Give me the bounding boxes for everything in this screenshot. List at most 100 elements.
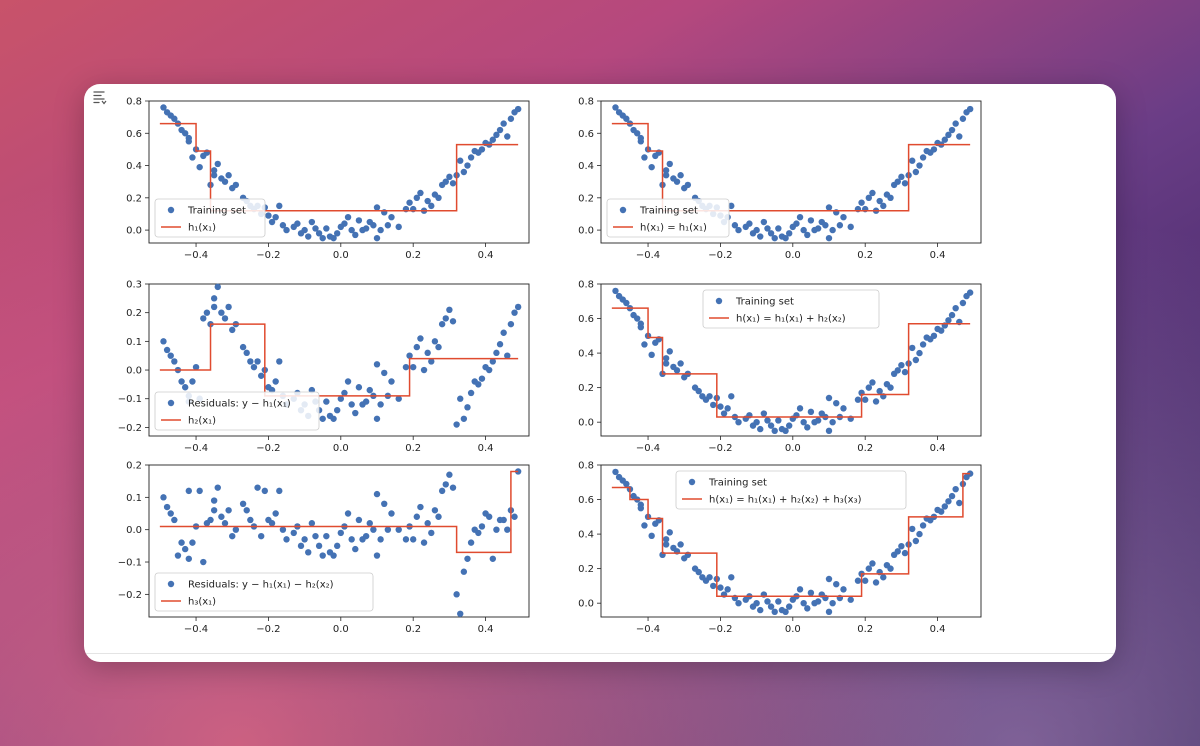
- x-tick-label: −0.2: [708, 624, 732, 635]
- data-point: [210, 167, 218, 174]
- data-point: [937, 327, 945, 334]
- legend: Training set h(x₁) = h₁(x₁) + h₂(x₂) + h₃…: [675, 470, 907, 510]
- data-point: [504, 352, 511, 359]
- y-tick-label: 0.0: [126, 226, 142, 237]
- data-point: [724, 586, 731, 593]
- data-point: [319, 552, 326, 559]
- data-point: [496, 341, 504, 348]
- y-tick-label: 0.2: [126, 308, 142, 319]
- prediction-step-line: [611, 122, 971, 212]
- data-point: [706, 574, 713, 581]
- legend-label: Training set: [639, 206, 698, 217]
- data-point: [366, 520, 373, 527]
- data-point: [268, 218, 276, 226]
- x-tick-label: −0.4: [184, 624, 208, 635]
- data-point: [861, 577, 869, 584]
- data-point: [210, 295, 218, 302]
- data-point: [912, 537, 920, 545]
- data-point: [489, 136, 497, 143]
- output-toggle-icon[interactable]: [91, 89, 107, 105]
- data-point: [825, 204, 833, 211]
- data-point: [373, 361, 381, 368]
- legend-marker: [715, 297, 723, 305]
- data-point: [232, 181, 240, 189]
- data-point: [735, 599, 742, 607]
- chart-panel-h123sum: −0.4 −0.2 0.0 0.2 0.4 0.0 0.2 0.4 0.6 0.8 Training…: [578, 461, 982, 635]
- data-point: [243, 507, 250, 514]
- legend-label: h₂(x₁): [188, 416, 216, 427]
- data-point: [395, 526, 402, 533]
- data-point: [341, 389, 348, 397]
- y-tick-label: 0.6: [578, 129, 594, 140]
- data-point: [764, 225, 771, 232]
- data-point: [294, 220, 301, 227]
- data-point: [221, 178, 229, 185]
- data-point: [178, 539, 185, 546]
- y-tick-label: 0.2: [126, 193, 142, 204]
- data-point: [185, 555, 193, 562]
- data-point: [189, 154, 196, 161]
- data-point: [511, 309, 518, 316]
- data-point: [232, 526, 240, 533]
- legend-box: [154, 198, 266, 238]
- data-point: [467, 539, 475, 546]
- data-point: [764, 598, 771, 605]
- data-point: [225, 507, 232, 514]
- x-tick-label: −0.2: [708, 443, 732, 454]
- data-point: [887, 384, 894, 391]
- data-point: [218, 513, 225, 520]
- data-point: [301, 536, 308, 543]
- data-point: [352, 409, 359, 417]
- data-point: [413, 513, 421, 520]
- data-point: [377, 226, 384, 234]
- legend: Training set h(x₁) = h₁(x₁): [606, 198, 730, 238]
- data-point: [637, 320, 645, 327]
- data-point: [362, 225, 370, 232]
- data-point: [612, 104, 619, 111]
- data-point: [869, 379, 876, 386]
- data-point: [485, 513, 493, 520]
- data-point: [337, 395, 345, 402]
- x-tick-label: 0.0: [333, 624, 349, 635]
- data-point: [370, 526, 377, 533]
- y-tick-label: 0.4: [578, 161, 594, 172]
- legend-marker: [167, 399, 175, 407]
- prediction-step-line: [159, 323, 519, 397]
- data-point: [449, 484, 457, 491]
- data-point: [854, 396, 862, 403]
- y-tick-label: 0.6: [578, 495, 594, 506]
- data-point: [261, 487, 269, 495]
- data-point: [428, 529, 435, 537]
- data-point: [171, 516, 178, 524]
- y-tick-label: −0.1: [118, 394, 142, 405]
- data-point: [941, 136, 949, 143]
- data-point: [475, 529, 482, 537]
- data-point: [775, 598, 782, 605]
- data-point: [344, 378, 352, 385]
- data-point: [200, 558, 207, 566]
- data-point: [767, 422, 775, 429]
- data-point: [807, 589, 815, 597]
- data-point: [775, 225, 782, 232]
- x-tick-label: −0.4: [184, 250, 208, 261]
- data-point: [771, 234, 778, 242]
- data-point: [446, 306, 453, 314]
- data-point: [457, 610, 464, 617]
- data-point: [782, 234, 789, 242]
- data-point: [825, 608, 833, 616]
- data-point: [377, 401, 384, 408]
- data-point: [865, 194, 873, 202]
- data-point: [478, 523, 486, 530]
- data-point: [373, 552, 381, 559]
- data-point: [453, 591, 460, 598]
- legend-label: Residuals: y − h₁(x₁): [188, 399, 291, 410]
- data-point: [214, 283, 221, 291]
- data-point: [785, 603, 793, 610]
- data-point: [746, 220, 753, 227]
- data-point: [840, 405, 847, 412]
- data-point: [612, 468, 619, 476]
- legend-marker: [167, 580, 175, 588]
- data-point: [305, 549, 312, 556]
- data-point: [189, 378, 196, 385]
- data-point: [709, 582, 717, 590]
